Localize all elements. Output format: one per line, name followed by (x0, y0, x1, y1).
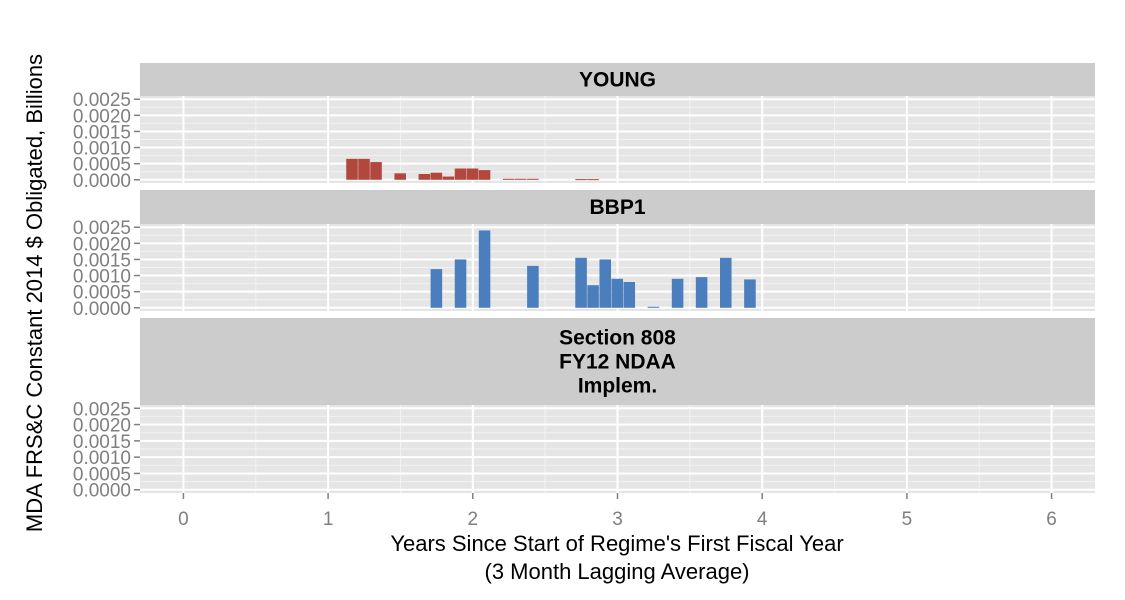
facet-strip (140, 318, 1095, 405)
y-tick-label: 0.0025 (73, 399, 131, 420)
bar (466, 168, 479, 180)
bar (527, 265, 539, 308)
facet-panel: YOUNG 0.00000.00050.00100.00150.00200.002… (73, 63, 1095, 192)
y-axis-title: MDA FRS&C Constant 2014 $ Obligated, Bil… (22, 54, 47, 532)
facet-strip-label: Section 808 (559, 327, 676, 350)
x-tick-label: 6 (1046, 509, 1057, 530)
bar (370, 162, 382, 180)
bar (346, 158, 358, 180)
y-tick-label: 0.0005 (73, 283, 131, 304)
y-tick-label: 0.0000 (73, 299, 131, 320)
y-tick-label: 0.0010 (73, 267, 131, 288)
facet-strip-label: Implem. (578, 375, 657, 398)
bar (454, 259, 467, 308)
y-tick-label: 0.0000 (73, 171, 131, 192)
bar (358, 158, 370, 180)
y-tick-label: 0.0015 (73, 250, 131, 271)
x-tick-label: 0 (178, 509, 189, 530)
bar (719, 257, 732, 308)
facet-strip (140, 63, 1095, 96)
bar (611, 278, 624, 308)
bar (527, 178, 539, 180)
bar (514, 178, 527, 180)
y-tick-label: 0.0025 (73, 218, 131, 239)
bar (394, 173, 406, 180)
bar (623, 282, 636, 308)
bar (454, 168, 467, 180)
y-tick-label: 0.0010 (73, 448, 131, 469)
x-tick-label: 1 (323, 509, 334, 530)
bar (478, 230, 491, 308)
facet-strip-label: YOUNG (579, 69, 656, 92)
facet-strip-label: BBP1 (589, 196, 645, 219)
y-tick-label: 0.0020 (73, 416, 131, 437)
bar (575, 257, 587, 308)
bar (430, 172, 443, 180)
bar (744, 279, 756, 308)
y-tick-label: 0.0000 (73, 481, 131, 502)
bar (671, 278, 684, 308)
x-tick-label: 4 (757, 509, 768, 530)
bar (695, 277, 708, 308)
x-tick-label: 3 (612, 509, 623, 530)
y-tick-label: 0.0015 (73, 122, 131, 143)
y-tick-label: 0.0020 (73, 106, 131, 127)
bar (430, 269, 443, 308)
bar (575, 179, 587, 181)
bar (647, 306, 660, 308)
y-tick-label: 0.0025 (73, 90, 131, 111)
bar (587, 285, 599, 308)
bar (599, 259, 612, 308)
y-tick-label: 0.0010 (73, 139, 131, 160)
y-tick-label: 0.0005 (73, 464, 131, 485)
bar (502, 178, 515, 180)
facet-strip-label: FY12 NDAA (559, 351, 676, 374)
y-tick-label: 0.0020 (73, 234, 131, 255)
x-axis-title: Years Since Start of Regime's First Fisc… (390, 531, 843, 556)
y-tick-label: 0.0015 (73, 432, 131, 453)
x-tick-label: 2 (468, 509, 479, 530)
facet-strip (140, 190, 1095, 224)
x-axis-subtitle: (3 Month Lagging Average) (485, 559, 750, 584)
bar (587, 179, 599, 181)
bar (442, 176, 455, 180)
y-tick-label: 0.0005 (73, 155, 131, 176)
bar (478, 170, 491, 180)
x-tick-label: 5 (902, 509, 913, 530)
bar (418, 173, 431, 180)
